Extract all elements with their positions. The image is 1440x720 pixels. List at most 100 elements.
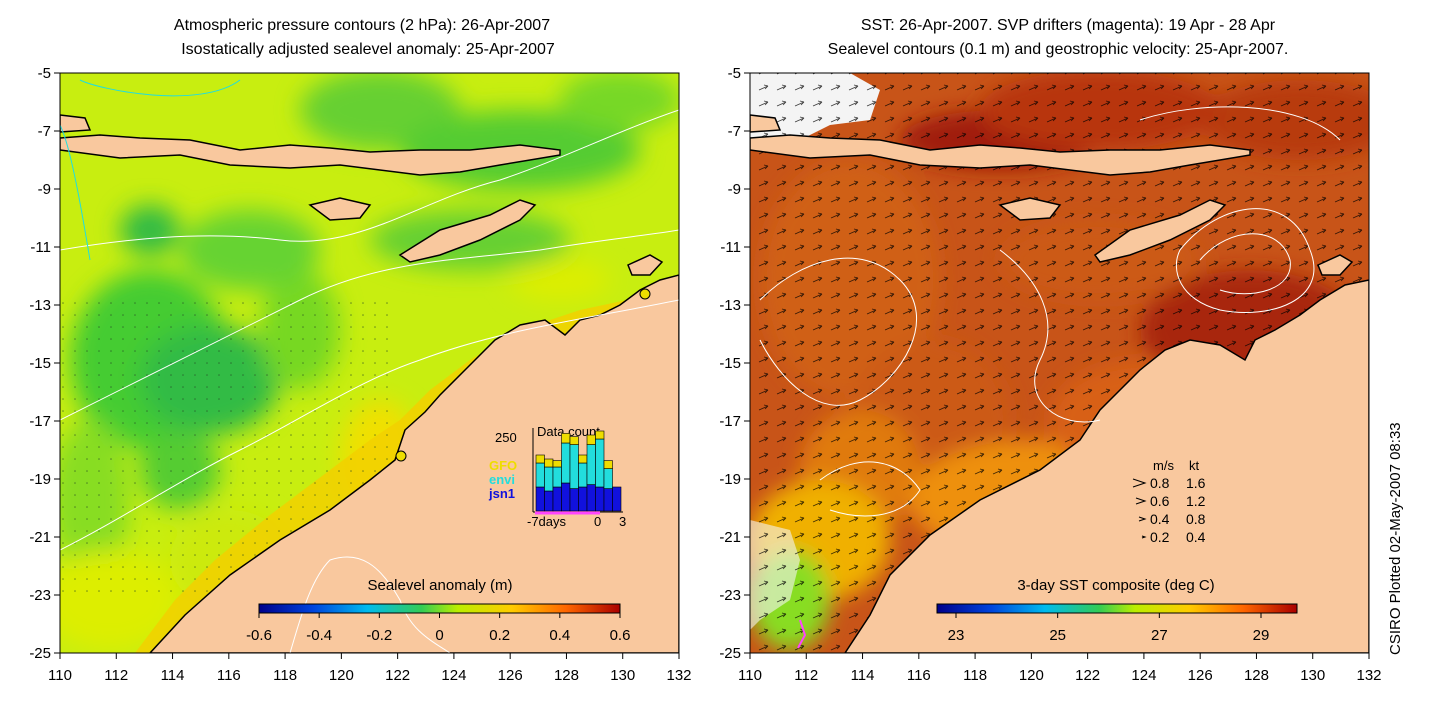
- velocity-ms-value: 0.2: [1150, 529, 1170, 545]
- data-count-x-start: -7days: [527, 514, 567, 529]
- data-count-ymax: 250: [495, 430, 517, 445]
- data-count-bar-jsn1: [552, 486, 562, 512]
- left-lon-tick-label: 124: [441, 667, 466, 684]
- left-axes: 110 112 114 116 118 120 122 124 126 128 130 132 -5 -7…: [29, 65, 691, 684]
- left-lat-tick-label: -5: [38, 65, 51, 82]
- data-count-bar-envi: [578, 462, 588, 488]
- left-title-line2: Isostatically adjusted sealevel anomaly:…: [181, 41, 555, 58]
- right-lon-tick-label: 130: [1300, 667, 1325, 684]
- left-lat-tick-label: -23: [29, 587, 51, 604]
- right-lon-tick-label: 132: [1356, 667, 1381, 684]
- left-cb-tick-label: -0.6: [246, 627, 272, 644]
- data-count-bar-gfo: [595, 430, 605, 440]
- data-count-bar-gfo: [569, 436, 579, 445]
- right-lon-tick-label: 128: [1244, 667, 1269, 684]
- right-lon-tick-label: 124: [1131, 667, 1156, 684]
- island-java-left: [60, 114, 92, 133]
- velocity-kt-value: 1.2: [1186, 493, 1206, 509]
- right-lat-tick-label: -21: [719, 529, 741, 546]
- legend-gfo: GFO: [489, 458, 517, 473]
- left-cb-tick-label: 0.2: [489, 627, 510, 644]
- right-lat-tick-label: -25: [719, 645, 741, 662]
- left-cb-tick-label: 0.4: [549, 627, 570, 644]
- data-count-bar-gfo: [552, 460, 562, 468]
- credit-text: CSIRO Plotted 02-May-2007 08:33: [1387, 422, 1404, 655]
- right-lat-tick-label: -17: [719, 413, 741, 430]
- data-count-bar-envi: [603, 468, 613, 489]
- data-count-x-mid: 0: [594, 514, 601, 529]
- left-lon-tick-label: 128: [554, 667, 579, 684]
- right-axes: 110 112 114 116 118 120 122 124 126 128 130 132 -5 -7…: [719, 65, 1381, 684]
- left-cb-tick-label: -0.2: [366, 627, 392, 644]
- velocity-kt-value: 0.8: [1186, 511, 1206, 527]
- left-lon-tick-label: 120: [329, 667, 354, 684]
- left-lon-tick-label: 112: [104, 667, 128, 684]
- legend-envi: envi: [489, 472, 515, 487]
- data-count-bar-envi: [535, 462, 545, 488]
- velocity-header-ms: m/s: [1153, 458, 1174, 473]
- left-lon-tick-label: 122: [385, 667, 410, 684]
- island-chain-left: [60, 134, 561, 176]
- right-lat-tick-label: -11: [720, 239, 741, 256]
- right-lon-tick-label: 118: [963, 667, 987, 684]
- australia-right: [844, 279, 1369, 653]
- left-lon-tick-label: 132: [666, 667, 691, 684]
- data-count-bar-jsn1: [595, 486, 605, 512]
- velocity-ms-value: 0.6: [1150, 493, 1170, 509]
- data-count-bar-jsn1: [586, 484, 596, 512]
- data-count-bar-gfo: [603, 460, 613, 469]
- right-lat-tick-label: -19: [719, 471, 741, 488]
- right-lon-tick-label: 122: [1075, 667, 1100, 684]
- velocity-arrow-glyph: [1141, 535, 1147, 539]
- left-lat-tick-label: -19: [29, 471, 51, 488]
- australia-left: [148, 274, 679, 653]
- left-lat-tick-label: -25: [29, 645, 51, 662]
- left-lat-tick-label: -17: [29, 413, 51, 430]
- right-lon-tick-label: 114: [851, 667, 875, 684]
- data-count-bar-envi: [586, 444, 596, 485]
- left-colorbar-title: Sealevel anomaly (m): [367, 577, 512, 594]
- right-colorbar: 3-day SST composite (deg C) 23 25 27 29: [936, 577, 1298, 644]
- island-sumba-left: [308, 197, 372, 221]
- left-lon-tick-label: 118: [273, 667, 297, 684]
- data-count-bar-envi: [569, 444, 579, 489]
- velocity-legend: m/s kt 0.8 1.6 0.6 1.2 0.4 0.8 0.2 0.4: [1132, 458, 1206, 545]
- left-lat-tick-label: -9: [38, 181, 51, 198]
- left-map: [60, 73, 679, 653]
- data-count-bars: [535, 430, 622, 512]
- left-lat-tick-label: -11: [30, 239, 51, 256]
- right-lon-tick-label: 112: [794, 667, 818, 684]
- data-count-bar-gfo: [578, 454, 588, 464]
- right-lon-tick-label: 116: [907, 667, 931, 684]
- right-lon-tick-label: 120: [1019, 667, 1044, 684]
- right-colorbar-title: 3-day SST composite (deg C): [1017, 577, 1214, 594]
- right-lon-tick-label: 110: [738, 667, 762, 684]
- right-cb-tick-label: 23: [948, 627, 965, 644]
- data-count-bar-jsn1: [603, 488, 613, 512]
- velocity-ms-value: 0.4: [1150, 511, 1170, 527]
- left-lon-tick-label: 110: [48, 667, 72, 684]
- right-lon-tick-label: 126: [1188, 667, 1213, 684]
- velocity-arrow-glyph: [1138, 516, 1147, 522]
- data-count-bar-jsn1: [544, 490, 554, 512]
- data-count-inset: Data count 250 -7days 0 3 GFO envi jsn1: [488, 424, 626, 529]
- velocity-ms-value: 0.8: [1150, 475, 1170, 491]
- island-sumba-right: [998, 197, 1062, 221]
- left-lon-tick-label: 116: [217, 667, 241, 684]
- island-tanimbar-left: [627, 254, 664, 276]
- left-lat-tick-label: -7: [38, 123, 51, 140]
- velocity-header-kt: kt: [1189, 458, 1200, 473]
- right-lat-tick-label: -23: [719, 587, 741, 604]
- left-title-line1: Atmospheric pressure contours (2 hPa): 2…: [174, 17, 550, 34]
- left-lat-tick-label: -21: [29, 529, 51, 546]
- velocity-kt-value: 1.6: [1186, 475, 1206, 491]
- left-lon-tick-label: 126: [498, 667, 523, 684]
- right-lat-tick-label: -9: [728, 181, 741, 198]
- right-cb-tick-label: 29: [1253, 627, 1270, 644]
- left-lon-tick-label: 114: [161, 667, 185, 684]
- right-lat-tick-label: -5: [728, 65, 741, 82]
- island-timor-right: [1093, 199, 1227, 263]
- data-count-bar-jsn1: [561, 482, 571, 512]
- left-lon-tick-label: 130: [610, 667, 635, 684]
